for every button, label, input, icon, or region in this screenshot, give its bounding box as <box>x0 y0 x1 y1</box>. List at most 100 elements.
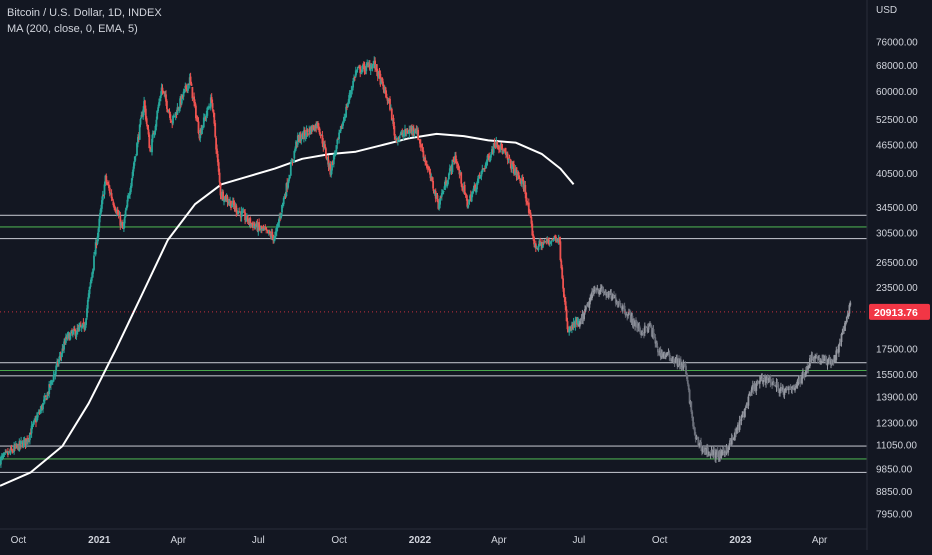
candle-body <box>45 397 48 401</box>
candle-body <box>442 191 445 192</box>
candle-body <box>27 438 29 443</box>
candle-body <box>79 325 82 327</box>
projection-candle-body <box>602 290 605 293</box>
candle-body <box>42 403 44 410</box>
projection-candle-body <box>624 311 627 316</box>
projection-candle-body <box>620 306 622 308</box>
candle-body <box>306 129 309 133</box>
candle-body <box>31 424 34 426</box>
symbol-title: Bitcoin / U.S. Dollar, 1D, INDEX <box>7 7 162 19</box>
candle-body <box>500 143 503 149</box>
projection-candle-body <box>585 306 587 310</box>
projection-candle-body <box>723 452 726 453</box>
candle-body <box>361 65 364 69</box>
projection-candle-body <box>786 387 788 389</box>
candle-body <box>145 118 148 124</box>
candle-body <box>5 451 7 452</box>
candle-body <box>299 135 302 142</box>
projection-candle-body <box>792 385 795 389</box>
candle-body <box>194 102 196 106</box>
candle-body <box>199 129 202 139</box>
candle-body <box>432 181 434 189</box>
candle-body <box>457 165 460 169</box>
candle-body <box>157 107 159 112</box>
candle-body <box>521 178 524 181</box>
projection-candle-body <box>789 387 792 390</box>
projection-candle-body <box>623 305 626 312</box>
projection-candle-body <box>690 401 693 412</box>
projection-candle-body <box>839 341 842 344</box>
candle-body <box>11 450 14 452</box>
candle-body <box>481 169 484 173</box>
projection-candle-body <box>801 376 803 384</box>
price-tick-label: 8850.00 <box>876 487 913 498</box>
projection-candle-body <box>644 326 647 328</box>
projection-candle-body <box>665 353 668 355</box>
projection-candle-body <box>726 447 729 452</box>
candle-body <box>318 128 321 135</box>
projection-candle-body <box>838 342 841 345</box>
candle-body <box>528 212 531 214</box>
projection-candle-body <box>715 452 717 459</box>
projection-candle-body <box>788 387 791 390</box>
candle-body <box>369 65 372 71</box>
candle-body <box>471 191 474 195</box>
projection-candle-body <box>707 447 709 456</box>
projection-candle-body <box>712 449 715 456</box>
candle-body <box>431 177 434 181</box>
candle-body <box>554 235 557 238</box>
candle-body <box>380 78 383 84</box>
candle-body <box>478 175 481 177</box>
candle-body <box>265 227 268 231</box>
candle-body <box>9 448 12 454</box>
currency-label: USD <box>876 5 897 16</box>
projection-candle-body <box>583 311 585 320</box>
projection-candle-body <box>733 436 736 439</box>
candle-body <box>137 137 139 144</box>
candle-body <box>503 150 506 152</box>
candle-body <box>296 135 299 145</box>
candle-body <box>124 210 127 217</box>
candle-body <box>542 243 544 248</box>
projection-candle-body <box>604 291 607 294</box>
candle-body <box>346 105 348 108</box>
candle-body <box>438 203 441 209</box>
candle-body <box>365 64 368 72</box>
price-tick-label: 40500.00 <box>876 169 918 180</box>
time-axis: Oct 2021 Apr Jul Oct 2022 Apr Jul Oct 2023 Apr <box>0 528 867 546</box>
candle-body <box>222 191 224 200</box>
candle-body <box>288 178 290 182</box>
projection-candle-body <box>849 302 852 306</box>
candle-body <box>231 205 233 208</box>
candle-body <box>356 69 359 70</box>
projection-candle-body <box>777 384 780 392</box>
projection-candle-body <box>590 296 593 300</box>
candle-body <box>274 231 277 236</box>
candle-body <box>325 157 328 160</box>
candle-body <box>385 93 388 99</box>
candle-body <box>290 161 293 164</box>
projection-candle-body <box>827 359 830 364</box>
candle-body <box>563 288 565 298</box>
candle-body <box>474 184 477 191</box>
time-tick-label: Oct <box>331 535 347 546</box>
projection-candle-body <box>814 355 817 359</box>
projection-candle-body <box>813 358 816 360</box>
candle-body <box>353 77 355 82</box>
candle-body <box>63 341 65 350</box>
candle-body <box>69 333 72 340</box>
candle-body <box>119 215 122 226</box>
projection-candle-body <box>822 357 824 361</box>
candle-body <box>464 193 467 195</box>
projection-candle-body <box>755 383 758 391</box>
projection-candle-body <box>697 436 700 445</box>
candle-body <box>235 205 238 213</box>
candle-body <box>429 172 432 179</box>
projection-candle-body <box>795 385 798 387</box>
candle-body <box>98 218 101 228</box>
candle-body <box>172 115 174 124</box>
candle-body <box>409 129 412 131</box>
